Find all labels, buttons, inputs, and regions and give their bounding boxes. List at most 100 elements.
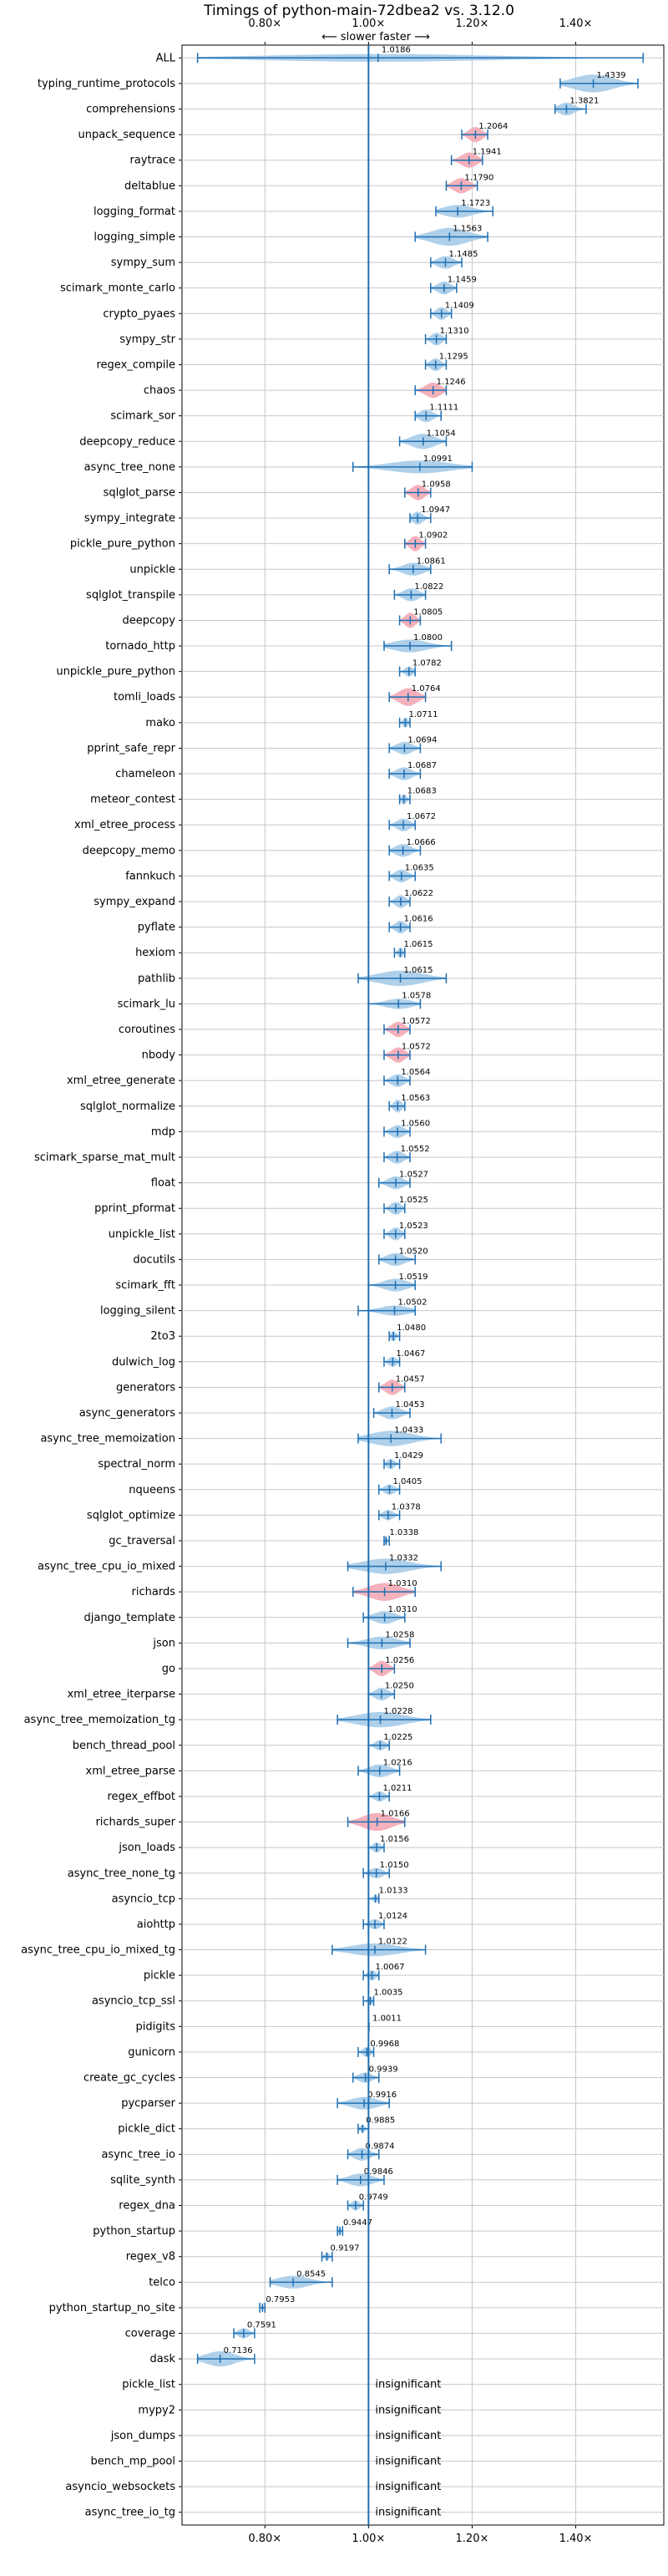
value-label: 1.0433 bbox=[394, 1426, 423, 1435]
value-label: 1.0527 bbox=[399, 1171, 428, 1180]
benchmark-row: scimark_monte_carlo 1.1459 bbox=[60, 276, 664, 295]
value-label: 1.0378 bbox=[392, 1502, 421, 1512]
benchmark-label: pprint_pformat bbox=[94, 1202, 175, 1215]
benchmark-row: asyncio_websockets insignificant bbox=[65, 2481, 664, 2493]
benchmark-row: scimark_lu 1.0578 bbox=[118, 991, 664, 1010]
benchmark-label: gc_traversal bbox=[109, 1535, 175, 1547]
benchmark-label: pidigits bbox=[136, 2020, 176, 2033]
benchmark-label: dask bbox=[149, 2353, 175, 2365]
value-label: 1.1459 bbox=[448, 276, 477, 285]
benchmark-label: pyflate bbox=[138, 922, 175, 934]
benchmark-row: async_tree_io_tg insignificant bbox=[85, 2507, 664, 2519]
value-label: 1.0067 bbox=[376, 1963, 405, 1972]
value-label: 1.0429 bbox=[394, 1451, 423, 1461]
benchmark-label: sympy_str bbox=[119, 333, 175, 346]
benchmark-label: pickle_list bbox=[122, 2379, 175, 2391]
value-label: 0.9939 bbox=[369, 2065, 398, 2075]
benchmark-label: deepcopy bbox=[122, 614, 175, 627]
benchmark-row: unpickle_pure_python 1.0782 bbox=[56, 659, 664, 678]
benchmark-label: asyncio_websockets bbox=[65, 2481, 175, 2493]
value-label: 1.0683 bbox=[407, 787, 437, 796]
benchmark-row: meteor_contest 1.0683 bbox=[90, 787, 664, 806]
benchmark-label: python_startup_no_site bbox=[49, 2302, 175, 2314]
benchmark-row: deepcopy_memo 1.0666 bbox=[83, 838, 664, 857]
benchmark-row: sympy_sum 1.1485 bbox=[111, 250, 664, 269]
benchmark-label: async_tree_none_tg bbox=[68, 1867, 175, 1880]
benchmark-label: bench_thread_pool bbox=[73, 1740, 175, 1752]
value-label: 1.0687 bbox=[407, 761, 437, 770]
benchmark-label: json bbox=[152, 1637, 175, 1649]
benchmark-row: json_loads 1.0156 bbox=[118, 1835, 664, 1854]
value-label: 1.0405 bbox=[392, 1477, 422, 1486]
benchmark-label: sympy_sum bbox=[111, 257, 175, 269]
insignificant-label: insignificant bbox=[375, 2507, 441, 2519]
benchmark-row: sqlglot_transpile 1.0822 bbox=[86, 582, 664, 602]
benchmark-label: python_startup bbox=[93, 2225, 175, 2238]
benchmark-row: docutils 1.0520 bbox=[133, 1247, 664, 1266]
value-label: 1.0150 bbox=[380, 1861, 409, 1870]
value-label: 1.1310 bbox=[440, 327, 469, 336]
value-label: 0.9916 bbox=[367, 2091, 397, 2100]
value-label: 1.0122 bbox=[378, 1938, 407, 1947]
benchmark-label: ALL bbox=[156, 52, 176, 64]
value-label: 1.0564 bbox=[401, 1068, 430, 1077]
benchmark-row: create_gc_cycles 0.9939 bbox=[84, 2065, 664, 2085]
chart-title: Timings of python-main-72dbea2 vs. 3.12.… bbox=[203, 3, 514, 19]
value-label: 1.0338 bbox=[389, 1528, 418, 1537]
benchmark-row: pidigits 1.0011 bbox=[136, 2014, 664, 2033]
value-label: 1.0228 bbox=[384, 1707, 413, 1716]
benchmark-row: pycparser 0.9916 bbox=[121, 2091, 664, 2110]
benchmark-label: dulwich_log bbox=[112, 1356, 175, 1369]
benchmark-row: logging_format 1.1723 bbox=[94, 199, 664, 218]
benchmark-label: typing_runtime_protocols bbox=[38, 78, 175, 90]
benchmark-row: coverage 0.7591 bbox=[125, 2321, 664, 2340]
benchmark-label: chaos bbox=[144, 384, 175, 397]
benchmark-label: scimark_sor bbox=[110, 410, 175, 423]
benchmark-row: fannkuch 1.0635 bbox=[125, 863, 664, 882]
benchmark-label: nqueens bbox=[129, 1484, 175, 1496]
benchmark-label: async_generators bbox=[79, 1407, 176, 1420]
tick-label-bottom: 0.80× bbox=[248, 2533, 281, 2545]
value-label: 1.0764 bbox=[412, 684, 441, 694]
benchmark-label: spectral_norm bbox=[98, 1458, 175, 1471]
value-label: 0.7953 bbox=[266, 2295, 295, 2304]
benchmark-label: chameleon bbox=[115, 768, 175, 780]
benchmark-label: sqlglot_optimize bbox=[87, 1509, 175, 1522]
benchmark-label: create_gc_cycles bbox=[84, 2072, 175, 2085]
benchmark-label: pickle_dict bbox=[118, 2123, 175, 2136]
benchmark-row: asyncio_tcp_ssl 1.0035 bbox=[92, 1989, 664, 2008]
benchmark-row: xml_etree_generate 1.0564 bbox=[67, 1068, 664, 1087]
benchmark-label: deepcopy_memo bbox=[83, 845, 175, 857]
value-label: 1.0035 bbox=[374, 1989, 403, 1998]
value-label: 1.0156 bbox=[380, 1835, 409, 1844]
benchmark-label: sympy_expand bbox=[94, 896, 175, 908]
benchmark-label: generators bbox=[116, 1381, 175, 1394]
value-label: 1.1723 bbox=[461, 199, 490, 208]
value-label: 1.0310 bbox=[388, 1579, 418, 1588]
benchmark-row: django_template 1.0310 bbox=[84, 1605, 664, 1624]
benchmark-row: pyflate 1.0616 bbox=[138, 915, 664, 934]
benchmark-row: scimark_sor 1.1111 bbox=[110, 404, 664, 423]
benchmark-label: logging_format bbox=[94, 206, 175, 218]
benchmark-label: logging_simple bbox=[94, 231, 175, 243]
benchmark-label: gunicorn bbox=[128, 2046, 175, 2059]
benchmark-row: regex_compile 1.1295 bbox=[96, 352, 664, 371]
benchmark-row: logging_simple 1.1563 bbox=[94, 224, 664, 246]
value-label: 1.0822 bbox=[414, 582, 443, 592]
value-label: 1.0572 bbox=[402, 1017, 431, 1026]
insignificant-label: insignificant bbox=[375, 2379, 441, 2391]
benchmark-label: unpickle_pure_python bbox=[56, 666, 175, 678]
value-label: 1.0453 bbox=[395, 1400, 424, 1410]
benchmark-row: async_tree_memoization_tg 1.0228 bbox=[24, 1707, 664, 1728]
benchmark-label: async_tree_none bbox=[84, 461, 175, 474]
benchmark-label: django_template bbox=[84, 1612, 175, 1624]
value-label: 1.0216 bbox=[383, 1758, 412, 1767]
value-label: 0.9749 bbox=[359, 2193, 388, 2203]
benchmark-row: 2to3 1.0480 bbox=[150, 1324, 664, 1343]
benchmark-row: async_tree_cpu_io_mixed_tg 1.0122 bbox=[21, 1938, 664, 1957]
benchmark-label: xml_etree_iterparse bbox=[67, 1689, 175, 1701]
benchmark-label: tomli_loads bbox=[114, 691, 175, 704]
benchmark-row: async_tree_memoization 1.0433 bbox=[40, 1426, 664, 1446]
benchmark-row: sqlglot_parse 1.0958 bbox=[104, 480, 664, 500]
